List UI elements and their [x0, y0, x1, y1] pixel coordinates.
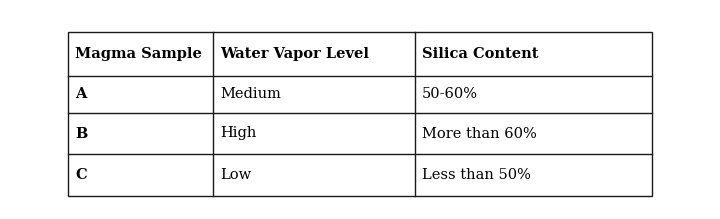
Text: Silica Content: Silica Content: [422, 47, 539, 61]
Text: Magma Sample: Magma Sample: [75, 47, 202, 61]
Bar: [68, 32, 652, 196]
Text: Low: Low: [220, 168, 251, 182]
Text: 50-60%: 50-60%: [422, 88, 478, 101]
Text: C: C: [75, 168, 86, 182]
Text: Water Vapor Level: Water Vapor Level: [220, 47, 369, 61]
Text: B: B: [75, 127, 87, 141]
Text: Less than 50%: Less than 50%: [422, 168, 531, 182]
Text: Medium: Medium: [220, 88, 281, 101]
Text: A: A: [75, 88, 86, 101]
Text: More than 60%: More than 60%: [422, 127, 536, 141]
Text: High: High: [220, 127, 256, 141]
